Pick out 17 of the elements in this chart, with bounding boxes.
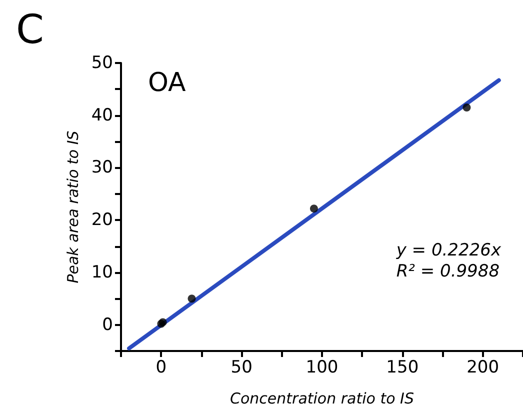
text: C — [16, 7, 44, 53]
y-tick-label: 20 — [91, 210, 113, 230]
y-tick-label: 10 — [91, 262, 113, 282]
x-axis-title: Concentration ratio to IS — [230, 390, 414, 408]
y-tick-label: 50 — [91, 53, 113, 73]
y-axis-title: Peak area ratio to IS — [64, 130, 82, 284]
annotation: OA — [148, 68, 186, 98]
annotation: y = 0.2226x — [395, 240, 502, 260]
y-tick-label: 30 — [91, 158, 113, 178]
x-tick-label: 200 — [466, 358, 500, 378]
x-tick-label: 50 — [230, 358, 252, 378]
x-tick-label: 100 — [306, 358, 338, 378]
annotation: R² = 0.9988 — [396, 262, 500, 282]
x-tick-label: 0 — [156, 358, 167, 378]
y-tick-label: 0 — [102, 314, 113, 335]
y-tick-label: 40 — [91, 105, 113, 126]
x-tick-label: 150 — [386, 358, 419, 378]
